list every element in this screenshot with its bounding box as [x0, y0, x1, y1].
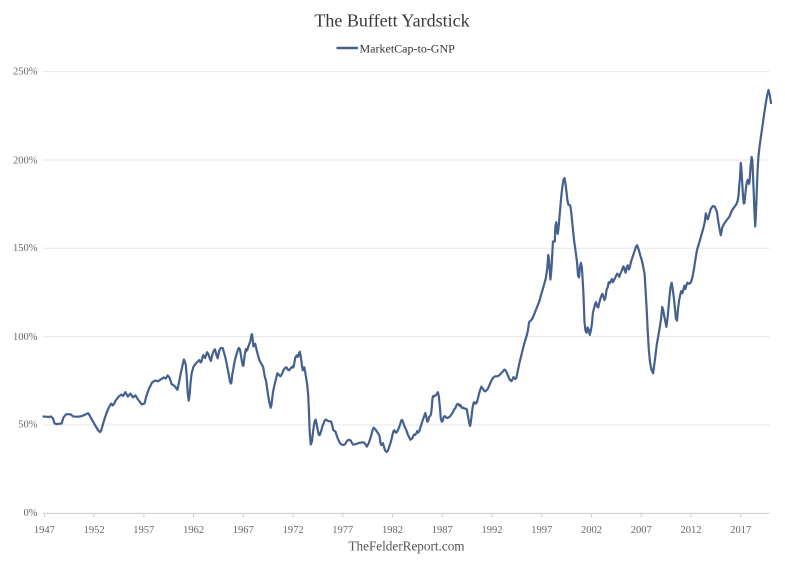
svg-text:0%: 0% — [24, 508, 38, 519]
svg-text:2012: 2012 — [681, 525, 702, 536]
svg-text:1967: 1967 — [233, 525, 254, 536]
svg-text:200%: 200% — [13, 155, 38, 166]
svg-text:1987: 1987 — [432, 525, 453, 536]
svg-text:2017: 2017 — [730, 525, 751, 536]
svg-text:TheFelderReport.com: TheFelderReport.com — [348, 539, 465, 554]
svg-text:250%: 250% — [13, 66, 38, 77]
svg-text:150%: 150% — [13, 243, 38, 254]
svg-text:MarketCap-to-GNP: MarketCap-to-GNP — [360, 42, 456, 56]
svg-text:1992: 1992 — [482, 525, 503, 536]
svg-text:1962: 1962 — [183, 525, 204, 536]
svg-text:2002: 2002 — [581, 525, 602, 536]
svg-text:The Buffett Yardstick: The Buffett Yardstick — [314, 11, 469, 31]
svg-text:1952: 1952 — [84, 525, 105, 536]
svg-text:1997: 1997 — [531, 525, 552, 536]
svg-text:50%: 50% — [18, 420, 38, 431]
svg-text:1982: 1982 — [382, 525, 403, 536]
svg-text:1977: 1977 — [332, 525, 353, 536]
svg-text:100%: 100% — [13, 332, 38, 343]
svg-text:1957: 1957 — [133, 525, 154, 536]
svg-text:1972: 1972 — [283, 525, 304, 536]
svg-text:2007: 2007 — [631, 525, 652, 536]
svg-text:1947: 1947 — [34, 525, 55, 536]
